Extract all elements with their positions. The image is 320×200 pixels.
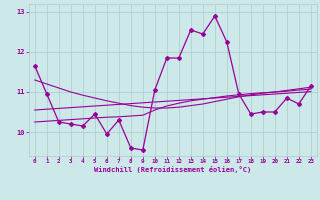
X-axis label: Windchill (Refroidissement éolien,°C): Windchill (Refroidissement éolien,°C) — [94, 166, 252, 173]
